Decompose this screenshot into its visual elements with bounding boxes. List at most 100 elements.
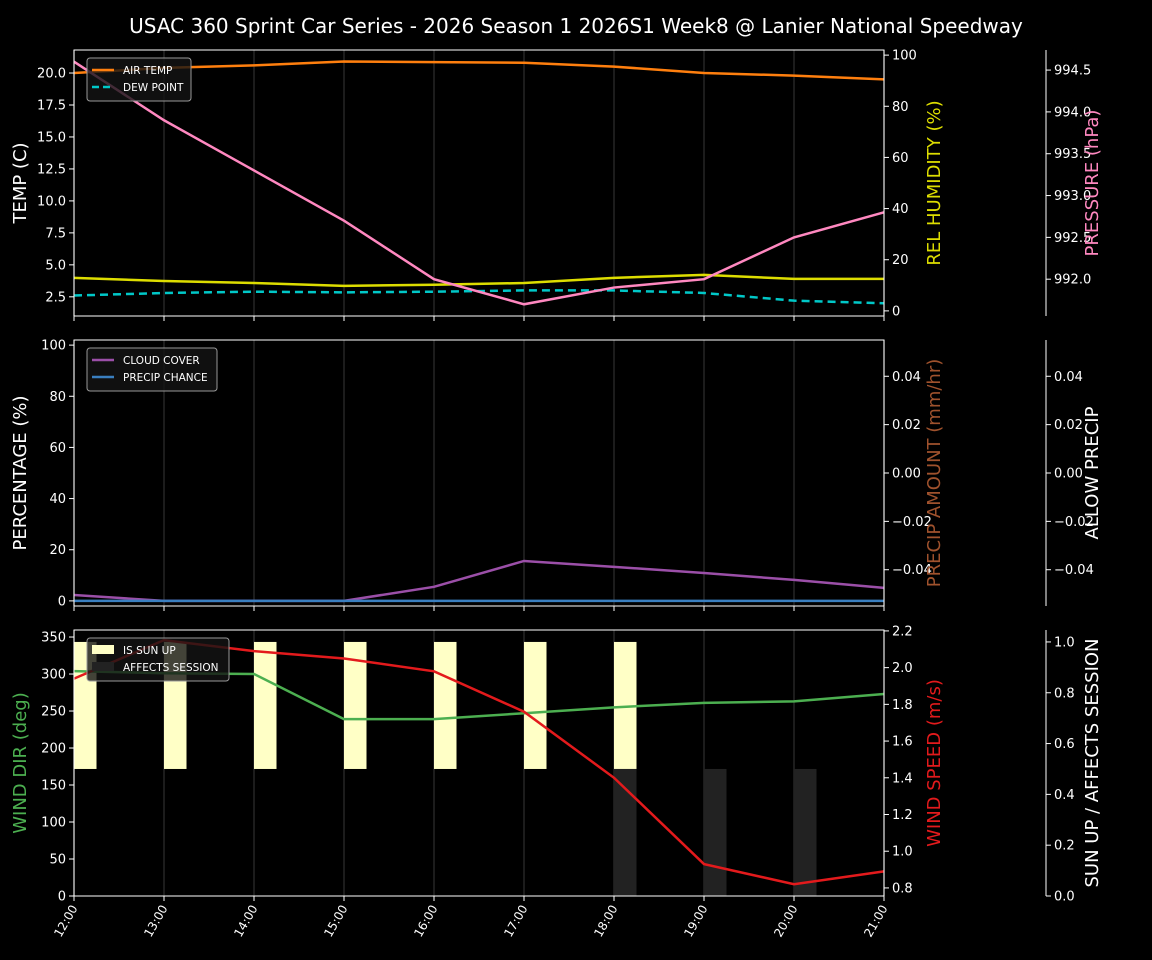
bar-is-sun-up bbox=[434, 641, 457, 769]
left-axis-label: WIND DIR (deg) bbox=[10, 692, 31, 834]
left-tick-label: 300 bbox=[41, 668, 66, 683]
left-tick-label: 100 bbox=[41, 816, 66, 831]
left-tick-label: 2.5 bbox=[45, 290, 66, 305]
right2-tick-label: 0.02 bbox=[1054, 418, 1083, 433]
legend-label: DEW POINT bbox=[123, 82, 184, 94]
legend: IS SUN UP AFFECTS SESSION bbox=[86, 637, 230, 682]
left-tick-label: 150 bbox=[41, 779, 66, 794]
panel-3: 0 50 100 150 200 250 300 350 WIND DIR (deg) 0.8 1.… bbox=[10, 624, 1103, 939]
left-tick-label: 40 bbox=[49, 492, 66, 507]
left-tick-label: 7.5 bbox=[45, 226, 66, 241]
right-tick-label: 1.0 bbox=[892, 845, 913, 860]
right2-tick-label: 994.0 bbox=[1054, 105, 1091, 120]
bar-affects-session bbox=[614, 768, 637, 896]
left-tick-label: 350 bbox=[41, 631, 66, 646]
legend-label: AIR TEMP bbox=[123, 65, 172, 77]
right2-tick-label: 993.0 bbox=[1054, 189, 1091, 204]
plot-frame bbox=[73, 49, 885, 317]
left-tick-label: 15.0 bbox=[37, 130, 66, 145]
panel-2: 0 20 40 60 80 100 PERCENTAGE (%) −0.04 −0.02 0.00… bbox=[10, 339, 1103, 611]
right-tick-label: 1.2 bbox=[892, 808, 913, 823]
right-tick-label: 1.8 bbox=[892, 698, 913, 713]
bar-affects-session bbox=[704, 768, 727, 896]
legend-label: PRECIP CHANCE bbox=[123, 372, 208, 384]
right-tick-label: 0 bbox=[892, 304, 900, 319]
left-axis-label: TEMP (C) bbox=[10, 142, 31, 224]
bar-is-sun-up bbox=[344, 641, 367, 769]
right2-tick-label: 994.5 bbox=[1054, 64, 1091, 79]
legend: CLOUD COVER PRECIP CHANCE bbox=[86, 347, 218, 392]
series-line-cloud-cover bbox=[73, 559, 885, 603]
left-tick-label: 80 bbox=[49, 390, 66, 405]
right2-tick-label: 1.0 bbox=[1054, 635, 1075, 650]
right2-tick-label: 0.2 bbox=[1054, 839, 1075, 854]
legend: AIR TEMP DEW POINT bbox=[86, 57, 192, 102]
left-tick-label: 20.0 bbox=[37, 67, 66, 82]
legend-box bbox=[86, 347, 218, 392]
right-tick-label: −0.04 bbox=[892, 563, 932, 578]
series-line-right2 bbox=[73, 60, 885, 306]
right-tick-label: 0.02 bbox=[892, 418, 921, 433]
right-tick-label: 20 bbox=[892, 253, 909, 268]
right2-tick-label: 0.00 bbox=[1054, 467, 1083, 482]
bar-affects-session bbox=[794, 768, 817, 896]
legend-box bbox=[86, 637, 230, 682]
right2-tick-label: 0.4 bbox=[1054, 788, 1075, 803]
x-tick-label: 17:00 bbox=[501, 903, 530, 940]
right-tick-label: 2.2 bbox=[892, 624, 913, 639]
legend-label: CLOUD COVER bbox=[123, 355, 200, 367]
x-tick-label: 18:00 bbox=[591, 903, 620, 940]
left-tick-label: 50 bbox=[49, 853, 66, 868]
x-tick-label: 12:00 bbox=[51, 903, 80, 940]
legend-label: IS SUN UP bbox=[123, 645, 176, 657]
x-tick-label: 15:00 bbox=[321, 903, 350, 940]
right-axis-label: PRECIP AMOUNT (mm/hr) bbox=[924, 359, 945, 588]
x-tick-label: 16:00 bbox=[411, 903, 440, 940]
x-tick-label: 21:00 bbox=[861, 903, 890, 940]
right-tick-label: 40 bbox=[892, 202, 909, 217]
left-tick-label: 10.0 bbox=[37, 194, 66, 209]
right2-tick-label: 993.5 bbox=[1054, 147, 1091, 162]
bar-is-sun-up bbox=[614, 641, 637, 769]
legend-swatch bbox=[92, 662, 114, 671]
left-tick-label: 100 bbox=[41, 339, 66, 354]
right2-tick-label: 992.0 bbox=[1054, 273, 1091, 288]
left-tick-label: 200 bbox=[41, 742, 66, 757]
left-tick-label: 12.5 bbox=[37, 162, 66, 177]
right2-tick-label: −0.02 bbox=[1054, 515, 1094, 530]
right-tick-label: −0.02 bbox=[892, 515, 932, 530]
right2-tick-label: 992.5 bbox=[1054, 231, 1091, 246]
right-tick-label: 0.04 bbox=[892, 370, 921, 385]
right-tick-label: 1.4 bbox=[892, 771, 913, 786]
bar-is-sun-up bbox=[524, 641, 547, 769]
legend-label: AFFECTS SESSION bbox=[123, 662, 219, 674]
right2-tick-label: 0.6 bbox=[1054, 737, 1075, 752]
left-tick-label: 60 bbox=[49, 441, 66, 456]
right-axis-label: REL HUMIDITY (%) bbox=[924, 100, 945, 265]
right-axis-label: WIND SPEED (m/s) bbox=[924, 679, 945, 847]
right2-axis-label: ALLOW PRECIP bbox=[1082, 406, 1103, 539]
x-tick-label: 14:00 bbox=[231, 903, 260, 940]
right-tick-label: 1.6 bbox=[892, 735, 913, 750]
left-axis-label: PERCENTAGE (%) bbox=[10, 395, 31, 550]
left-tick-label: 17.5 bbox=[37, 98, 66, 113]
right2-tick-label: −0.04 bbox=[1054, 563, 1094, 578]
series-line-air-temp bbox=[73, 60, 885, 81]
right2-tick-label: 0.0 bbox=[1054, 890, 1075, 905]
right-tick-label: 100 bbox=[892, 49, 917, 64]
left-tick-label: 250 bbox=[41, 705, 66, 720]
right2-axis-label: SUN UP / AFFECTS SESSION bbox=[1082, 638, 1103, 887]
right-tick-label: 0.8 bbox=[892, 881, 913, 896]
chart-title: USAC 360 Sprint Car Series - 2026 Season… bbox=[129, 14, 1023, 38]
x-tick-label: 13:00 bbox=[141, 903, 170, 940]
plot-frame bbox=[73, 629, 885, 897]
legend-swatch bbox=[92, 645, 114, 654]
right2-tick-label: 0.04 bbox=[1054, 370, 1083, 385]
right-tick-label: 0.00 bbox=[892, 467, 921, 482]
series-line-right bbox=[73, 273, 884, 288]
right-tick-label: 60 bbox=[892, 151, 909, 166]
right2-tick-label: 0.8 bbox=[1054, 686, 1075, 701]
x-tick-label: 20:00 bbox=[771, 903, 800, 940]
left-tick-label: 5.0 bbox=[45, 258, 66, 273]
